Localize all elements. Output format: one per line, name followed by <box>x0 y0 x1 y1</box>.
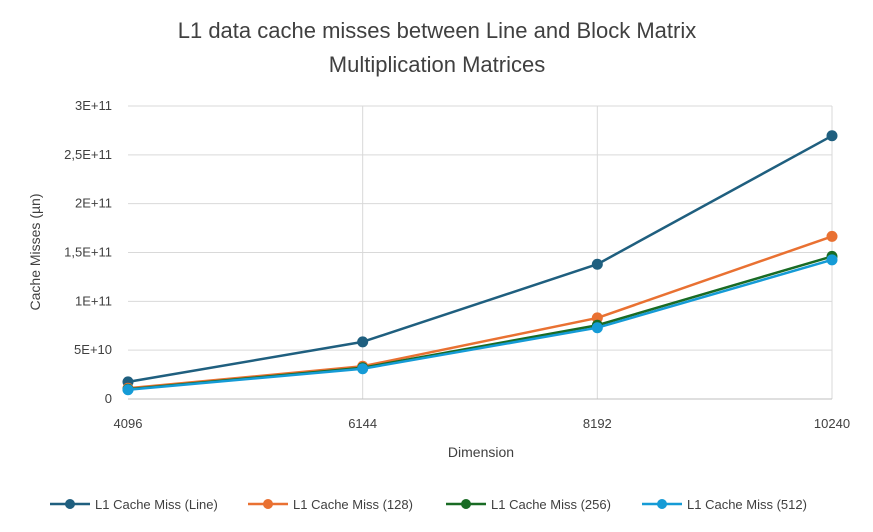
series-line-0 <box>127 134 833 384</box>
legend-item-0: L1 Cache Miss (Line) <box>50 497 218 512</box>
legend-label-3: L1 Cache Miss (512) <box>687 497 807 512</box>
data-point-3-2 <box>591 322 603 334</box>
data-point-1-3 <box>826 230 838 242</box>
legend-marker-3 <box>657 499 667 509</box>
data-point-0-3 <box>826 130 838 142</box>
series-line-1 <box>127 235 833 390</box>
chart-title-line-1: L1 data cache misses between Line and Bl… <box>178 18 697 43</box>
data-point-3-0 <box>122 384 134 396</box>
x-tick-label-1: 6144 <box>348 416 377 431</box>
chart-title: L1 data cache misses between Line and Bl… <box>178 18 697 77</box>
y-tick-label-1: 5E+10 <box>74 342 112 357</box>
x-axis-ticks: 4096 6144 8192 10240 <box>114 416 851 431</box>
x-tick-label-3: 10240 <box>814 416 850 431</box>
y-tick-label-2: 1E+11 <box>75 293 112 308</box>
legend-item-2: L1 Cache Miss (256) <box>446 497 611 512</box>
y-axis-title: Cache Misses (µn) <box>27 194 43 311</box>
legend-label-2: L1 Cache Miss (256) <box>491 497 611 512</box>
data-point-3-3 <box>826 254 838 266</box>
series-3 <box>122 254 838 396</box>
legend-marker-0 <box>65 499 75 509</box>
legend: L1 Cache Miss (Line) L1 Cache Miss (128) L… <box>50 497 807 512</box>
legend-marker-1 <box>263 499 273 509</box>
series-line-2 <box>127 255 833 391</box>
y-tick-label-4: 2E+11 <box>75 196 112 211</box>
series-group <box>122 130 838 396</box>
series-1 <box>122 230 838 394</box>
legend-label-1: L1 Cache Miss (128) <box>293 497 413 512</box>
legend-item-1: L1 Cache Miss (128) <box>248 497 413 512</box>
data-point-0-1 <box>357 336 369 348</box>
legend-item-3: L1 Cache Miss (512) <box>642 497 807 512</box>
chart-title-line-2: Multiplication Matrices <box>329 52 545 77</box>
y-tick-label-5: 2,5E+11 <box>64 147 112 162</box>
y-tick-label-3: 1,5E+11 <box>64 245 112 260</box>
data-point-3-1 <box>357 363 369 375</box>
legend-marker-2 <box>461 499 471 509</box>
data-point-0-2 <box>591 258 603 270</box>
x-tick-label-2: 8192 <box>583 416 612 431</box>
y-tick-label-0: 0 <box>105 391 112 406</box>
series-line-3 <box>127 258 833 391</box>
y-tick-label-6: 3E+11 <box>75 98 112 113</box>
gridlines <box>128 105 833 399</box>
legend-label-0: L1 Cache Miss (Line) <box>95 497 218 512</box>
y-axis-ticks: 0 5E+10 1E+11 1,5E+11 2E+11 2,5E+11 3E+11 <box>64 98 112 406</box>
x-tick-label-0: 4096 <box>114 416 143 431</box>
x-axis-title: Dimension <box>448 444 514 460</box>
